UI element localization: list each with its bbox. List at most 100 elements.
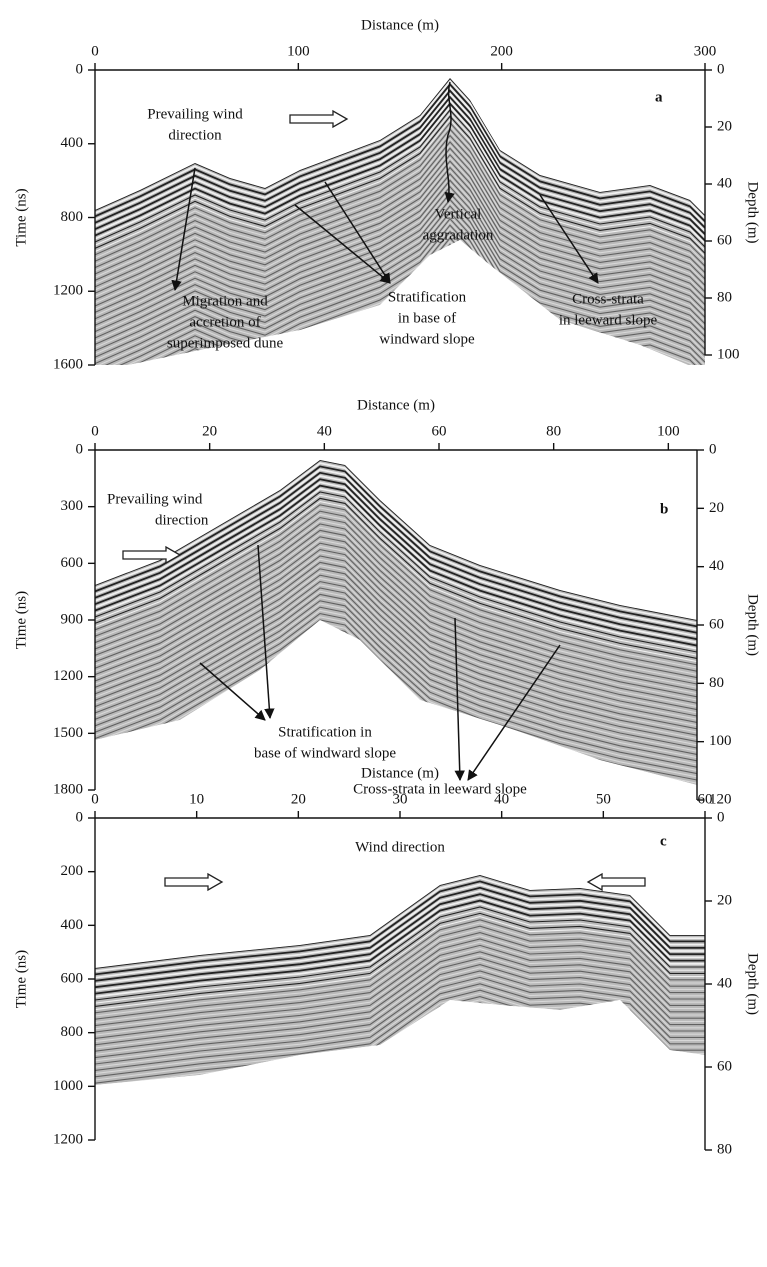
annotation: direction <box>168 127 222 143</box>
reflector <box>95 536 697 698</box>
x-tick-label: 20 <box>291 791 306 807</box>
reflector <box>95 590 697 752</box>
reflector <box>95 1079 705 1085</box>
annotation: accretion of <box>189 314 260 330</box>
reflector <box>95 912 705 1007</box>
reflector <box>95 465 697 628</box>
reflector <box>95 520 697 682</box>
reflector <box>95 545 697 707</box>
reflector <box>95 86 705 226</box>
x-tick-label: 40 <box>317 423 332 439</box>
annotation: in leeward slope <box>559 312 658 328</box>
radargram-fill <box>95 875 705 1085</box>
reflector <box>95 1089 705 1182</box>
reflector <box>95 552 697 714</box>
annotation: Cross-strata <box>572 291 644 307</box>
annotation: Cross-strata in leeward slope <box>353 781 527 797</box>
reflector <box>95 577 697 739</box>
reflector <box>95 153 705 293</box>
annotation-arrow <box>257 544 275 720</box>
reflector <box>95 986 705 1081</box>
reflector <box>95 471 697 634</box>
reflector <box>95 484 697 647</box>
reflector <box>95 964 705 1059</box>
reflector <box>95 179 705 318</box>
reflector <box>95 886 705 982</box>
reflector <box>95 925 705 1020</box>
reflector <box>95 973 705 1068</box>
y-axis-title: Time (ns) <box>13 950 29 1008</box>
reflector <box>95 169 705 309</box>
y-tick-label: 1200 <box>53 283 83 299</box>
reflector <box>95 112 705 251</box>
y2-tick-label: 20 <box>717 892 732 908</box>
x-tick-label: 0 <box>91 43 99 59</box>
wind-arrow <box>586 872 646 892</box>
x-tick-label: 60 <box>432 423 447 439</box>
reflector <box>95 125 705 264</box>
y-tick-label: 0 <box>76 809 84 825</box>
reflector <box>95 555 697 717</box>
reflector <box>95 561 697 723</box>
reflector <box>95 1086 705 1179</box>
y2-tick-label: 100 <box>717 346 740 362</box>
reflector <box>95 195 705 334</box>
reflector <box>95 584 697 746</box>
x-axis-title: Distance (m) <box>361 17 439 33</box>
y2-axis-title: Depth (m) <box>745 953 761 1015</box>
reflector <box>95 115 705 254</box>
reflector <box>95 906 705 1001</box>
reflector <box>95 487 697 650</box>
reflector <box>95 597 697 759</box>
annotation: base of windward slope <box>254 745 396 761</box>
annotation: superimposed dune <box>167 335 284 351</box>
annotation: windward slope <box>379 331 475 347</box>
y-tick-label: 800 <box>61 1024 84 1040</box>
reflector <box>95 121 705 261</box>
annotation: in base of <box>398 310 456 326</box>
reflector <box>95 938 705 1033</box>
reflector <box>95 1096 705 1189</box>
reflector <box>95 99 705 239</box>
y2-tick-label: 20 <box>709 500 724 516</box>
reflector <box>95 89 705 229</box>
y-tick-label: 800 <box>61 209 84 225</box>
y2-tick-label: 60 <box>709 616 724 632</box>
reflector <box>95 980 705 1075</box>
reflector <box>95 529 697 691</box>
y2-tick-label: 60 <box>717 232 732 248</box>
reflector <box>95 970 705 1065</box>
wind-arrow <box>164 872 224 892</box>
reflector <box>95 510 697 672</box>
y-tick-label: 600 <box>61 555 84 571</box>
reflector <box>95 205 705 344</box>
reflector <box>95 109 705 248</box>
reflector <box>95 954 705 1049</box>
reflector <box>95 523 697 685</box>
reflector <box>95 481 697 644</box>
reflector <box>95 883 705 979</box>
reflector <box>95 217 705 357</box>
y2-tick-label: 0 <box>709 441 717 457</box>
reflector <box>95 491 697 653</box>
reflector <box>95 224 705 363</box>
y2-axis-title: Depth (m) <box>745 594 761 656</box>
reflector <box>95 902 705 998</box>
reflector <box>95 173 705 312</box>
annotation: Prevailing wind <box>107 491 203 507</box>
reflector <box>95 147 705 286</box>
y-tick-label: 200 <box>61 863 84 879</box>
annotation: Migration and <box>182 293 268 309</box>
annotation: Vertical <box>435 206 482 222</box>
reflector <box>95 526 697 688</box>
reflector <box>95 144 705 283</box>
radargram <box>95 875 705 1189</box>
reflector <box>95 201 705 341</box>
x-tick-label: 200 <box>490 43 513 59</box>
reflector <box>95 478 697 641</box>
y-tick-label: 0 <box>76 61 84 77</box>
reflector <box>95 208 705 347</box>
reflector <box>95 928 705 1023</box>
reflector <box>95 890 705 985</box>
reflector <box>95 79 705 219</box>
